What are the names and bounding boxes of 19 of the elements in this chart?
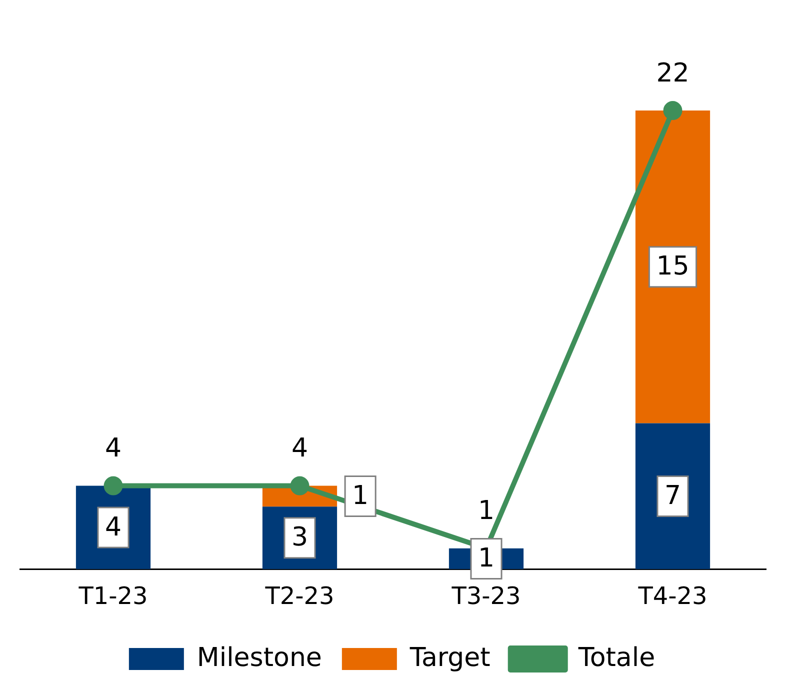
legend-label: Totale bbox=[577, 642, 656, 673]
data-label: 1 bbox=[352, 480, 369, 511]
data-label: 4 bbox=[291, 434, 308, 464]
data-label: 1 bbox=[478, 544, 495, 574]
x-tick-label: T4-23 bbox=[637, 582, 708, 610]
data-label: 7 bbox=[664, 480, 682, 511]
data-label: 1 bbox=[478, 496, 495, 526]
legend-label: Milestone bbox=[196, 642, 322, 673]
legend-label: Target bbox=[408, 642, 490, 673]
bar bbox=[635, 110, 710, 424]
data-label: 4 bbox=[104, 434, 122, 464]
data-label: 4 bbox=[104, 512, 122, 542]
x-tick-label: T1-23 bbox=[78, 582, 148, 610]
bar bbox=[635, 423, 710, 570]
data-label: 22 bbox=[656, 58, 690, 88]
data-label: 3 bbox=[291, 522, 308, 553]
x-tick-label: T2-23 bbox=[264, 582, 334, 610]
x-tick-label: T3-23 bbox=[450, 582, 521, 610]
data-label: 15 bbox=[656, 252, 690, 282]
